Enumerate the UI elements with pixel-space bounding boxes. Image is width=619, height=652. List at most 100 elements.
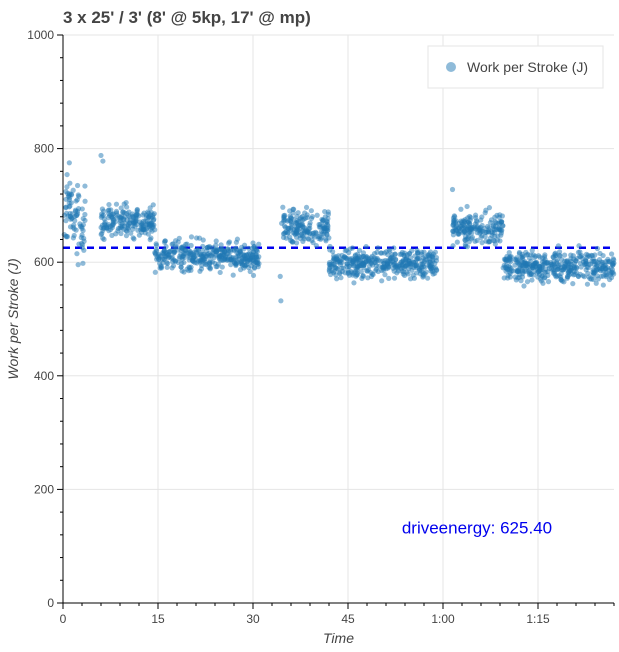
data-point	[483, 207, 489, 213]
data-point	[467, 217, 473, 223]
data-point	[150, 217, 157, 223]
data-point	[125, 226, 132, 232]
data-point	[188, 234, 195, 240]
data-point	[533, 259, 540, 266]
data-point	[363, 243, 369, 250]
data-point	[530, 252, 537, 258]
data-point	[256, 261, 262, 267]
data-point	[213, 238, 219, 244]
data-point	[565, 260, 572, 266]
data-point	[143, 226, 149, 233]
data-point	[148, 209, 154, 216]
data-point	[101, 236, 107, 242]
data-point	[193, 235, 200, 241]
data-point	[350, 260, 357, 266]
data-point	[399, 249, 405, 255]
data-point	[188, 242, 194, 249]
data-point	[373, 262, 379, 269]
data-point	[118, 230, 124, 237]
data-point	[575, 249, 582, 255]
data-point	[201, 251, 207, 258]
data-point	[121, 223, 128, 229]
data-point	[369, 253, 375, 259]
data-point	[359, 257, 365, 264]
data-point	[589, 258, 595, 264]
data-point	[73, 227, 79, 233]
data-point	[241, 246, 247, 252]
data-point	[472, 212, 479, 218]
y-tick-label: 0	[47, 596, 54, 610]
data-point	[374, 249, 380, 255]
data-point	[519, 251, 525, 257]
data-point	[233, 262, 239, 269]
y-tick-label: 200	[34, 482, 54, 496]
data-point	[339, 252, 345, 258]
data-point	[363, 253, 369, 260]
data-point	[118, 215, 124, 221]
data-point	[169, 241, 175, 247]
data-point	[541, 254, 548, 260]
data-point	[535, 253, 542, 259]
data-point	[253, 247, 259, 254]
data-point	[555, 243, 561, 249]
data-point	[99, 230, 105, 237]
data-point	[575, 273, 582, 280]
data-point	[307, 222, 313, 228]
data-point	[148, 235, 154, 241]
data-point	[590, 276, 597, 282]
data-point	[190, 259, 197, 265]
data-point	[146, 224, 152, 230]
data-point	[156, 256, 162, 262]
data-point	[478, 217, 484, 223]
data-point	[430, 265, 436, 271]
data-point	[425, 275, 431, 281]
data-point	[377, 258, 384, 264]
data-point	[101, 208, 107, 214]
data-point	[285, 230, 291, 236]
data-point	[561, 279, 567, 285]
data-point	[529, 247, 535, 253]
data-point	[313, 243, 319, 249]
data-point	[277, 273, 283, 279]
data-point	[98, 214, 105, 220]
data-point	[578, 264, 584, 270]
data-point	[125, 213, 132, 219]
data-point	[281, 223, 288, 229]
data-point	[239, 255, 245, 261]
data-point	[199, 247, 206, 253]
data-point	[120, 209, 126, 215]
data-point	[495, 227, 501, 233]
data-point	[330, 248, 336, 255]
y-tick-label: 800	[34, 142, 54, 156]
data-point	[417, 262, 424, 268]
data-point	[537, 264, 543, 270]
data-point	[474, 223, 480, 229]
data-point	[412, 253, 418, 259]
data-point	[540, 280, 546, 286]
data-point	[472, 238, 478, 244]
data-point	[567, 266, 573, 272]
legend-label: Work per Stroke (J)	[467, 59, 588, 75]
data-point	[451, 218, 457, 224]
data-point	[347, 256, 353, 262]
data-point	[178, 251, 184, 257]
data-point	[170, 263, 177, 269]
data-point	[500, 222, 506, 229]
data-point	[200, 256, 206, 263]
drive-energy-annotation: driveenergy: 625.40	[402, 519, 552, 538]
y-tick-label: 400	[34, 369, 54, 383]
data-point	[562, 266, 568, 272]
data-point	[570, 281, 576, 287]
data-point	[583, 258, 589, 264]
data-point	[369, 271, 375, 277]
x-tick-label: 0	[60, 612, 67, 626]
data-point	[581, 274, 587, 280]
data-point	[606, 276, 613, 283]
data-point	[317, 224, 324, 230]
data-point	[149, 228, 155, 234]
data-point	[323, 226, 330, 232]
data-point	[327, 243, 333, 250]
data-point	[333, 265, 339, 271]
data-point	[113, 208, 120, 214]
data-point	[469, 230, 475, 236]
